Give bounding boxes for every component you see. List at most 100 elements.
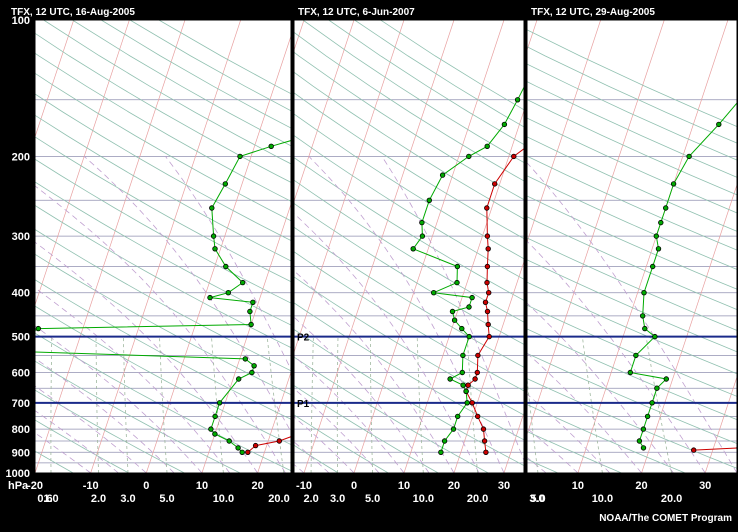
temperature-point [486, 247, 491, 252]
temperature-tick-label: -20 [27, 480, 43, 492]
temperature-tick-label: -10 [83, 480, 99, 492]
pressure-tick-label: 1000 [6, 468, 30, 480]
reference-line-label: P1 [297, 399, 310, 410]
pressure-tick-label: 900 [12, 447, 30, 459]
temperature-point [476, 353, 481, 358]
mixing-ratio-tick-label: 5.0 [159, 493, 174, 505]
temperature-point [473, 377, 478, 382]
dewpoint-point [269, 144, 274, 149]
mixing-ratio-tick-label: 1.0 [43, 493, 58, 505]
dewpoint-point [420, 220, 425, 225]
mixing-ratio-tick-label: 20.0 [467, 493, 488, 505]
dewpoint-point [659, 220, 664, 225]
temperature-point [475, 414, 480, 419]
temperature-point [470, 401, 475, 406]
dewpoint-point [628, 370, 633, 375]
dewpoint-point [467, 154, 472, 159]
dewpoint-point [650, 264, 655, 269]
temperature-point [485, 264, 490, 269]
dewpoint-point [460, 370, 465, 375]
mixing-ratio-tick-label: 2.0 [91, 493, 106, 505]
reference-line-label: P2 [297, 333, 310, 344]
dewpoint-point [642, 290, 647, 295]
temperature-point [486, 290, 491, 295]
temperature-tick-label: 10 [398, 480, 410, 492]
dewpoint-point [637, 439, 642, 444]
panel-title: TFX, 12 UTC, 6-Jun-2007 [298, 7, 415, 18]
dewpoint-point [634, 353, 639, 358]
temperature-point [485, 309, 490, 314]
dewpoint-point [213, 414, 218, 419]
temperature-point [487, 334, 492, 339]
dewpoint-point [243, 357, 248, 362]
pressure-tick-label: 700 [12, 398, 30, 410]
dewpoint-point [217, 401, 222, 406]
temperature-point [484, 450, 489, 455]
dewpoint-point [455, 414, 460, 419]
dewpoint-point [664, 377, 669, 382]
mixing-ratio-tick-label: 20.0 [661, 493, 682, 505]
mixing-ratio-tick-label: 10.0 [213, 493, 234, 505]
dewpoint-point [452, 318, 457, 323]
dewpoint-point [440, 173, 445, 178]
pressure-tick-label: 200 [12, 151, 30, 163]
dewpoint-point [455, 280, 460, 285]
dewpoint-point [411, 247, 416, 252]
pressure-tick-label: 500 [12, 332, 30, 344]
dewpoint-point [467, 305, 472, 310]
dewpoint-point [420, 234, 425, 239]
mixing-ratio-tick-label: 10.0 [592, 493, 613, 505]
mixing-ratio-tick-label: 3.0 [330, 493, 345, 505]
dewpoint-point [515, 98, 520, 103]
dewpoint-point [211, 234, 216, 239]
dewpoint-point [717, 122, 722, 127]
dewpoint-point [248, 309, 253, 314]
dewpoint-point [502, 122, 507, 127]
dewpoint-point [240, 450, 245, 455]
temperature-point [466, 383, 471, 388]
mixing-ratio-tick-label: 20.0 [268, 493, 289, 505]
dewpoint-point [213, 432, 218, 437]
dewpoint-point [224, 264, 229, 269]
dewpoint-point [240, 280, 245, 285]
temperature-tick-label: 0 [143, 480, 149, 492]
dewpoint-point [448, 377, 453, 382]
dewpoint-point [236, 377, 241, 382]
temperature-tick-label: 30 [498, 480, 510, 492]
temperature-point [475, 370, 480, 375]
temperature-point [485, 234, 490, 239]
pressure-tick-label: 300 [12, 231, 30, 243]
dewpoint-point [249, 322, 254, 327]
dewpoint-point [687, 154, 692, 159]
temperature-tick-label: 30 [699, 480, 711, 492]
mixing-ratio-tick-label: 5.0 [530, 493, 545, 505]
temperature-tick-label: -10 [296, 480, 312, 492]
dewpoint-point [465, 401, 470, 406]
dewpoint-point [209, 427, 214, 432]
dewpoint-point [431, 290, 436, 295]
temperature-point [482, 439, 487, 444]
dewpoint-point [650, 401, 655, 406]
temperature-point [485, 206, 490, 211]
temperature-point [277, 439, 282, 444]
temperature-point [691, 448, 696, 453]
dewpoint-point [461, 353, 466, 358]
dewpoint-point [641, 427, 646, 432]
panel-title: TFX, 12 UTC, 29-Aug-2005 [531, 7, 655, 18]
temperature-point [246, 450, 251, 455]
temperature-point [253, 443, 258, 448]
dewpoint-point [213, 247, 218, 252]
dewpoint-point [226, 290, 231, 295]
temperature-tick-label: 20 [251, 480, 263, 492]
dewpoint-point [467, 334, 472, 339]
mixing-ratio-tick-label: 10.0 [413, 493, 434, 505]
temperature-point [512, 154, 517, 159]
dewpoint-point [641, 446, 646, 451]
pressure-tick-label: 600 [12, 368, 30, 380]
dewpoint-point [427, 198, 432, 203]
credit-text: NOAA/The COMET Program [599, 513, 732, 524]
mixing-ratio-tick-label: 3.0 [120, 493, 135, 505]
dewpoint-point [442, 439, 447, 444]
